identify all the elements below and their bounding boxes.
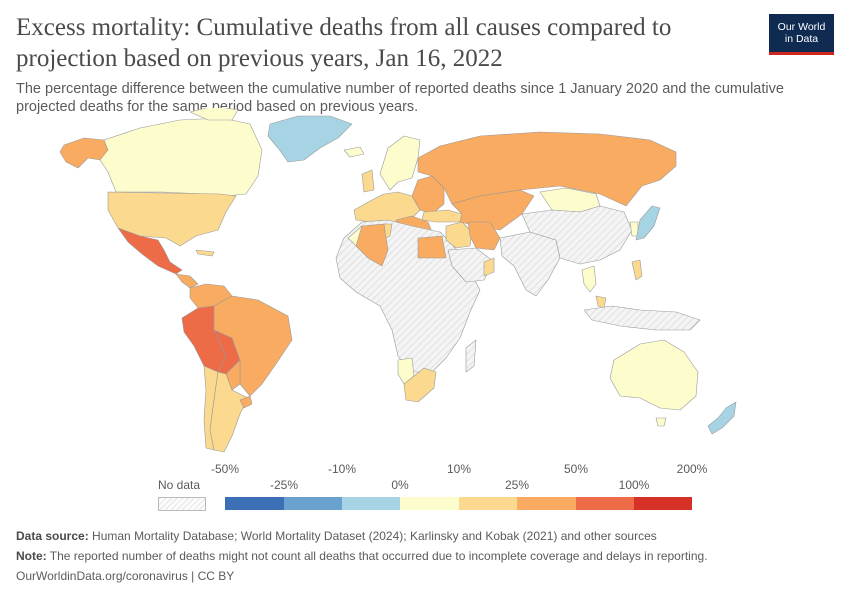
country-eastern-europe[interactable] [411,175,445,215]
country-canada[interactable] [99,117,263,197]
country-iceland[interactable] [343,146,365,158]
data-source-line: Data source: Human Mortality Database; W… [16,529,657,543]
legend-bin-8[interactable] [634,497,692,510]
country-china-no-data[interactable] [521,205,633,265]
chart-subtitle: The percentage difference between the cu… [16,81,784,115]
legend-tick-minus-25: -25% [269,478,299,492]
legend-bin-6[interactable] [517,497,576,510]
legend-bin-4[interactable] [400,497,459,510]
legend-bin-5[interactable] [459,497,517,510]
country-oman[interactable] [483,257,495,277]
country-philippines[interactable] [631,259,643,281]
country-iran[interactable] [467,221,501,251]
legend-tick-50: 50% [563,462,589,476]
note-text: The reported number of deaths might not … [49,549,708,563]
country-united-states[interactable] [107,191,237,247]
country-arabia-no-data[interactable] [447,247,495,283]
legend-bin-2[interactable] [284,497,342,510]
legend-tick-10: 10% [446,462,472,476]
country-scandinavia[interactable] [379,135,421,191]
country-malaysia[interactable] [595,295,607,309]
country-south-asia-no-data[interactable] [499,231,561,297]
country-middle-east[interactable] [445,221,473,249]
country-uruguay[interactable] [239,395,253,409]
legend-bin-7[interactable] [576,497,634,510]
legend-tick-0: 0% [391,478,409,492]
legend-tick-100: 100% [618,478,650,492]
owid-logo[interactable]: Our World in Data [769,14,834,55]
country-madagascar[interactable] [465,339,477,373]
legend-tick-200: 200% [676,462,708,476]
legend-tick-25: 25% [504,478,530,492]
country-russia[interactable] [417,131,677,207]
country-mexico[interactable] [117,227,183,275]
chart-title: Excess mortality: Cumulative deaths from… [16,14,672,72]
world-map[interactable] [0,108,850,458]
country-kazakhstan-central-asia[interactable] [451,189,535,231]
country-australia[interactable] [609,339,699,411]
country-alaska[interactable] [59,137,109,169]
country-argentina[interactable] [209,371,249,453]
note-line: Note: The reported number of deaths migh… [16,549,708,563]
country-turkey[interactable] [421,209,463,223]
country-korea[interactable] [629,221,639,237]
country-tasmania[interactable] [655,417,667,427]
data-source-text: Human Mortality Database; World Mortalit… [92,529,657,543]
legend-bin-3[interactable] [342,497,400,510]
country-japan[interactable] [635,205,661,241]
country-indonesia-no-data[interactable] [583,305,701,331]
country-greenland[interactable] [267,115,353,163]
note-label: Note: [16,549,47,563]
country-tunisia[interactable] [383,223,393,239]
no-data-swatch[interactable] [158,497,206,511]
logo-line-1: Our World [777,21,826,33]
country-thailand[interactable] [581,265,597,293]
color-legend: No data -50% -10% 10% 50% 200% -25% 0% 2… [0,458,850,514]
country-egypt[interactable] [417,235,447,259]
legend-tick-minus-50: -50% [210,462,240,476]
footer-url[interactable]: OurWorldinData.org/coronavirus | CC BY [16,569,235,583]
country-canada-islands[interactable] [189,108,239,121]
country-new-zealand[interactable] [707,401,737,435]
legend-bin-1[interactable] [225,497,284,510]
no-data-label: No data [158,478,201,492]
data-source-label: Data source: [16,529,89,543]
logo-line-2: in Data [784,33,819,45]
country-cuba[interactable] [195,249,215,257]
country-central-america[interactable] [175,273,199,289]
legend-tick-minus-10: -10% [327,462,357,476]
country-brazil[interactable] [213,295,293,397]
country-united-kingdom[interactable] [361,169,375,193]
country-south-africa[interactable] [403,367,437,403]
